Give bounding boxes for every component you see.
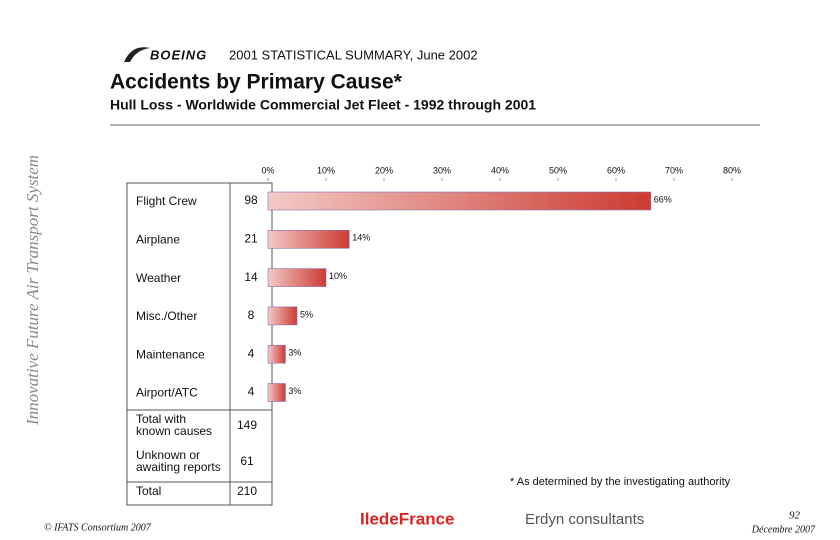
chart-title: Accidents by Primary Cause* (110, 71, 403, 94)
brand-logo (124, 47, 150, 62)
x-tick-label: 40% (491, 165, 509, 175)
category-label: Maintenance (136, 347, 205, 361)
count: 4 (248, 385, 255, 399)
value-label: 14% (352, 233, 370, 243)
count: 8 (248, 308, 255, 322)
bar (267, 306, 298, 326)
summary-label: Total (136, 484, 161, 498)
summary-label: known causes (136, 424, 212, 438)
x-tick-label: 50% (549, 165, 567, 175)
summary-count: 61 (240, 454, 254, 468)
value-label: 5% (300, 309, 313, 319)
count: 98 (244, 193, 258, 207)
footnote: * As determined by the investigating aut… (510, 476, 731, 488)
category-label: Flight Crew (136, 194, 197, 208)
value-label: 3% (288, 386, 301, 396)
x-tick-label: 20% (375, 165, 393, 175)
summary-label: awaiting reports (136, 460, 221, 474)
footer-left: © IFATS Consortium 2007 (44, 522, 152, 533)
x-tick-label: 10% (317, 165, 335, 175)
summary-label: Unknown or (136, 448, 200, 462)
x-tick-label: 0% (261, 165, 274, 175)
category-label: Airport/ATC (136, 386, 198, 400)
brand: BOEING (150, 47, 207, 62)
summary-label: Total with (136, 412, 186, 426)
x-tick-label: 70% (665, 165, 683, 175)
category-label: Misc./Other (136, 309, 197, 323)
x-tick-label: 30% (433, 165, 451, 175)
bar (267, 268, 327, 287)
value-label: 3% (288, 348, 301, 358)
bar (267, 383, 286, 402)
table-frame (126, 182, 273, 506)
category-label: Weather (136, 271, 181, 285)
footer-right: Décembre 2007 (751, 524, 816, 535)
bar (267, 191, 652, 211)
partner-logo: Erdyn consultants (525, 511, 644, 528)
chart-subtitle: Hull Loss - Worldwide Commercial Jet Fle… (110, 97, 536, 113)
count: 21 (244, 231, 258, 245)
page-number: 92 (789, 510, 801, 522)
summary-count: 149 (237, 418, 257, 432)
header: 2001 STATISTICAL SUMMARY, June 2002 (229, 47, 478, 62)
side-text: Innovative Future Air Transport System (23, 155, 42, 426)
summary-count: 210 (237, 484, 257, 498)
x-tick-label: 80% (723, 165, 741, 175)
count: 4 (248, 346, 255, 360)
category-label: Airplane (136, 232, 180, 246)
bar (267, 344, 286, 364)
x-tick-label: 60% (607, 165, 625, 175)
bar (267, 230, 350, 249)
value-label: 10% (329, 271, 347, 281)
count: 14 (244, 270, 258, 284)
value-label: 66% (654, 194, 672, 204)
partner-logo: IledeFrance (360, 509, 455, 528)
